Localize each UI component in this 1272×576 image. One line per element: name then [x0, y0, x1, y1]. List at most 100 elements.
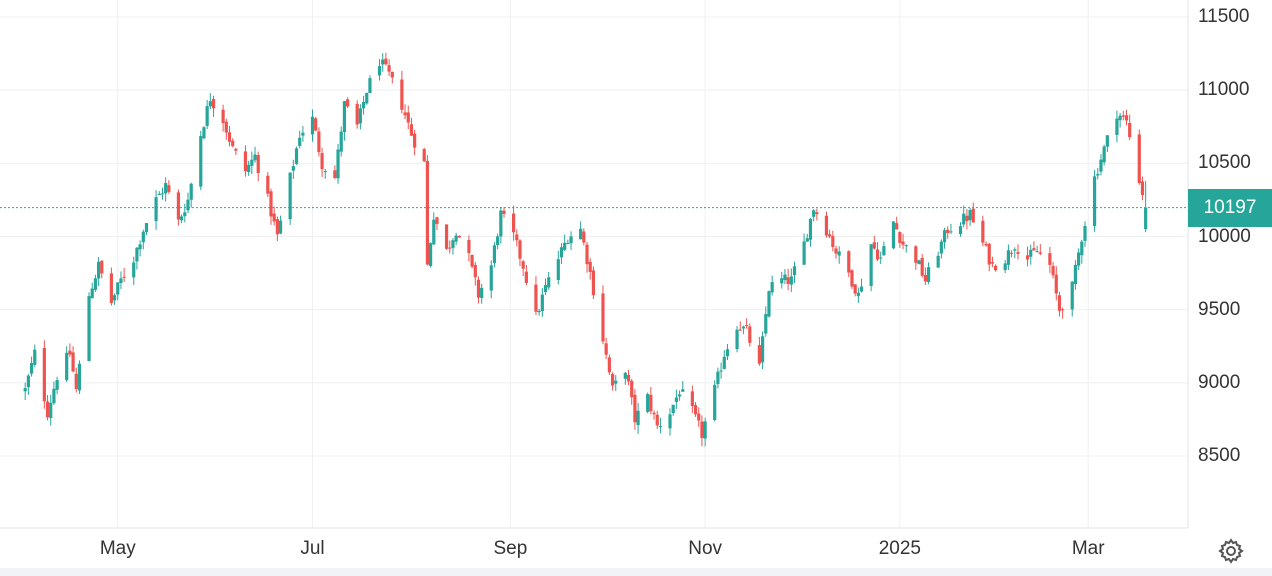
y-tick-label: 11000 — [1198, 79, 1250, 101]
candle — [681, 381, 685, 392]
candle-body — [1099, 159, 1103, 172]
candle-body — [122, 276, 126, 278]
x-tick-label: Mar — [1071, 538, 1105, 559]
candle — [946, 226, 950, 239]
candle-body — [250, 159, 254, 166]
candle — [42, 340, 46, 409]
candle-body — [65, 352, 69, 381]
candle-body — [792, 266, 797, 276]
candle-body — [291, 166, 295, 171]
candle-body — [735, 329, 739, 350]
candle — [429, 242, 433, 268]
candle — [1124, 110, 1129, 126]
y-tick-label: 10500 — [1198, 152, 1251, 174]
candle — [435, 216, 439, 231]
candle-body — [994, 265, 998, 271]
candle-body — [1140, 181, 1145, 196]
candle-body — [917, 260, 921, 265]
candle — [1105, 135, 1109, 153]
candle — [802, 233, 806, 265]
candle — [949, 223, 953, 234]
candle-body — [199, 136, 203, 187]
candle-body — [958, 226, 963, 235]
candle-body — [1121, 115, 1125, 117]
candle-body — [355, 103, 359, 125]
candle-body — [1057, 295, 1062, 311]
candle-body — [457, 235, 461, 238]
candle — [757, 336, 761, 366]
candle — [524, 265, 528, 286]
candle-body — [164, 183, 168, 194]
candle — [301, 125, 305, 142]
candle-body — [400, 79, 404, 110]
candle-body — [990, 262, 995, 264]
candle — [636, 402, 640, 434]
candle — [1115, 110, 1119, 143]
candle — [33, 344, 37, 367]
candle — [425, 155, 430, 266]
candle — [760, 331, 765, 370]
candle-body — [74, 373, 78, 389]
candle-body — [247, 164, 251, 173]
candle — [965, 208, 969, 230]
candle — [1092, 170, 1097, 232]
candle-body — [783, 274, 787, 280]
candle-body — [492, 245, 497, 264]
candle — [451, 238, 455, 255]
candle-body — [33, 349, 37, 365]
candle-body — [719, 370, 723, 372]
candle — [457, 235, 461, 238]
candle-body — [202, 127, 206, 139]
candle — [377, 59, 382, 81]
candle — [97, 257, 101, 286]
candle-body — [294, 148, 299, 164]
candle — [987, 242, 991, 272]
candle — [895, 216, 899, 230]
candle-body — [674, 397, 679, 402]
candle-body — [770, 282, 774, 293]
candle — [563, 234, 567, 252]
candle-body — [377, 66, 382, 76]
candle-body — [748, 326, 752, 343]
candle-body — [365, 92, 369, 104]
candle — [157, 191, 161, 196]
candle — [55, 376, 59, 395]
candle-body — [649, 394, 653, 412]
candle — [828, 229, 832, 239]
candle — [320, 147, 324, 178]
candle — [1006, 244, 1010, 270]
candle — [942, 227, 947, 249]
candle-body — [725, 349, 730, 357]
gear-icon[interactable] — [1218, 538, 1244, 564]
candle — [713, 380, 717, 422]
candle — [1057, 291, 1062, 317]
candle — [496, 233, 500, 250]
candle — [333, 165, 337, 179]
candle — [1128, 114, 1132, 141]
candle-body — [435, 217, 439, 224]
candle-body — [511, 213, 516, 233]
candle — [422, 147, 426, 163]
x-tick-label: May — [99, 538, 136, 559]
candle-body — [760, 336, 765, 363]
candle-body — [875, 249, 880, 260]
candle-body — [987, 243, 991, 265]
candle — [116, 282, 120, 301]
candle-body — [154, 197, 158, 222]
candle-body — [767, 291, 771, 317]
candle-body — [786, 277, 790, 285]
candle — [231, 138, 235, 148]
candle-body — [272, 213, 276, 222]
candle-body — [71, 352, 75, 372]
candle-body — [697, 413, 701, 421]
candle-body — [812, 210, 816, 217]
candle — [294, 146, 299, 165]
candle — [314, 117, 318, 132]
candle-body — [1118, 115, 1122, 121]
candle — [856, 287, 860, 303]
candle-body — [824, 215, 829, 236]
candle — [926, 262, 931, 285]
candle — [923, 267, 927, 285]
candle — [480, 283, 484, 304]
candle-body — [499, 210, 503, 237]
